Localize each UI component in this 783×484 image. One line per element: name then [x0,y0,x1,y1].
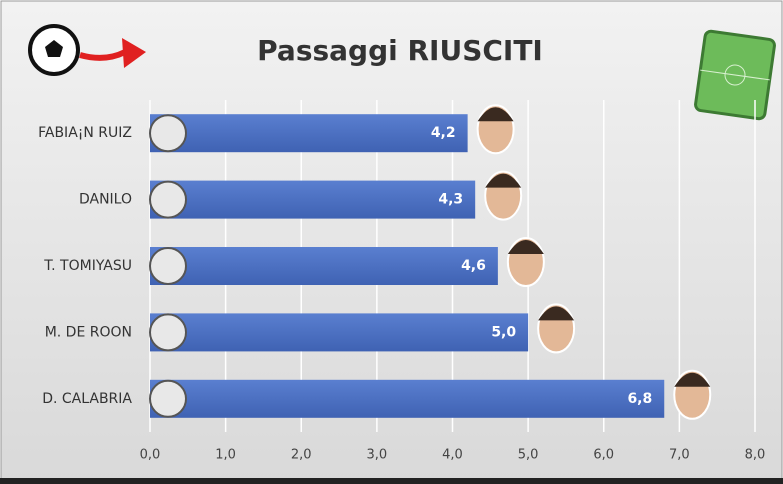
x-tick-label: 4,0 [442,448,463,463]
bar [150,181,475,219]
x-tick-label: 2,0 [291,448,312,463]
bar [150,114,468,152]
value-label: 4,2 [431,125,456,141]
y-tick-label: M. DE ROON [45,324,132,340]
value-label: 6,8 [627,391,652,407]
x-tick-label: 0,0 [140,448,161,463]
club-logo [150,381,186,417]
player-photo [674,371,710,419]
bar [150,247,498,285]
y-tick-label: FABIA¡N RUIZ [38,125,132,141]
x-tick-label: 3,0 [367,448,388,463]
bar [150,380,664,418]
x-tick-label: 7,0 [669,448,690,463]
bar [150,313,528,351]
bottom-border [0,478,783,484]
club-logo [150,115,186,151]
x-tick-label: 1,0 [215,448,236,463]
x-tick-label: 8,0 [745,448,766,463]
value-label: 5,0 [491,324,516,340]
y-tick-label: D. CALABRIA [42,391,132,407]
player-photo [508,238,544,286]
value-label: 4,6 [461,258,486,274]
x-tick-label: 6,0 [593,448,614,463]
chart-title: Passaggi RIUSCITI [257,34,543,67]
value-label: 4,3 [438,192,463,208]
field-icon [695,31,775,120]
player-photo [478,105,514,153]
player-photo [538,304,574,352]
chart: Passaggi RIUSCITI 0,0 1,0 2,0 3,0 4,0 5,0 6,0 7… [0,0,783,484]
player-photo [485,172,521,220]
y-tick-label: T. TOMIYASU [43,258,132,274]
y-tick-label: DANILO [79,192,132,208]
club-logo [150,248,186,284]
club-logo [150,182,186,218]
club-logo [150,314,186,350]
x-tick-label: 5,0 [518,448,539,463]
